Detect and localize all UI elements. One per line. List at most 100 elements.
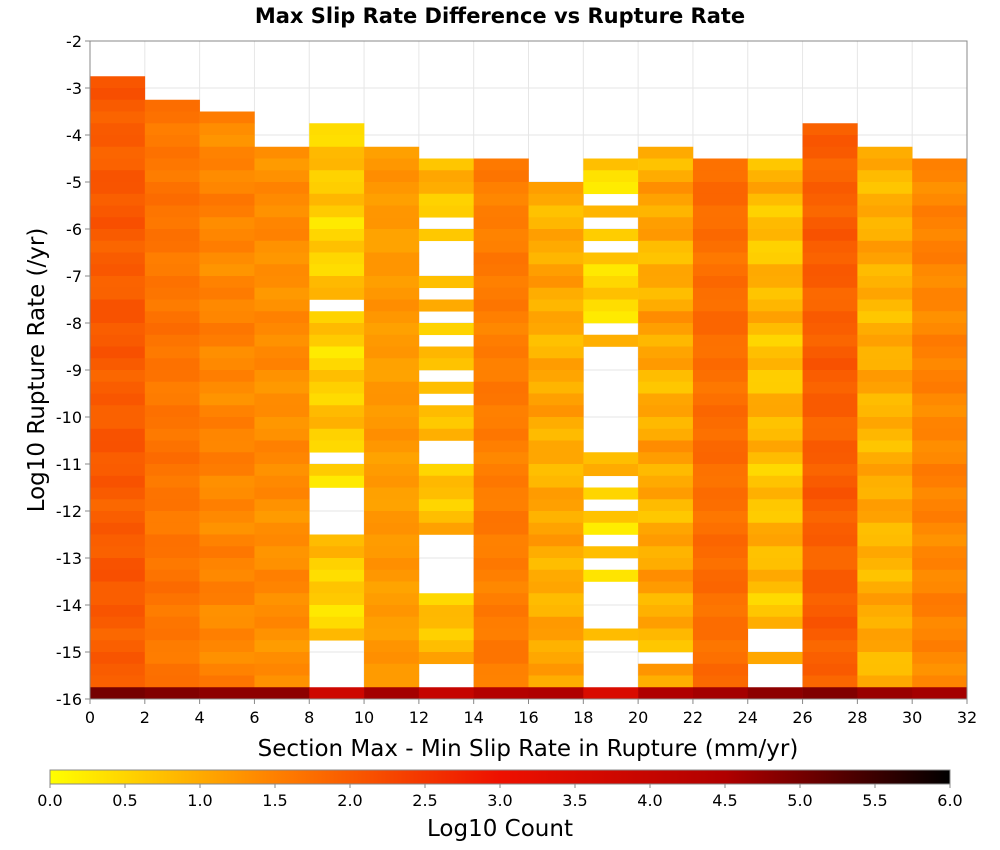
heatmap-cell <box>90 675 146 688</box>
heatmap-cell <box>473 276 529 289</box>
heatmap-cell <box>364 205 420 218</box>
heatmap-cell <box>254 334 310 347</box>
x-axis-ticks: 0 2 4 6 8 10 12 14 16 18 20 22 24 26 28 30 32 <box>85 699 977 727</box>
heatmap-cell <box>309 464 365 477</box>
heatmap-cell <box>309 628 365 641</box>
heatmap-cell <box>528 675 584 688</box>
heatmap-cell <box>364 675 420 688</box>
heatmap-cell <box>144 534 200 547</box>
heatmap-cell <box>638 558 694 571</box>
heatmap-cell <box>747 581 803 594</box>
heatmap-cell <box>473 511 529 524</box>
y-axis-label: Log10 Rupture Rate (/yr) <box>24 228 50 513</box>
heatmap-cell <box>473 323 529 336</box>
heatmap-cell <box>473 240 529 253</box>
heatmap-cell <box>912 499 968 512</box>
heatmap-cell <box>254 581 310 594</box>
heatmap-cell <box>747 299 803 312</box>
colorbar-tick-label: 1.5 <box>262 791 287 810</box>
heatmap-cell <box>254 287 310 300</box>
heatmap-cell <box>473 217 529 230</box>
heatmap-cell <box>254 229 310 242</box>
heatmap-cell <box>199 475 255 488</box>
heatmap-cell <box>90 487 146 500</box>
heatmap-cell <box>583 170 639 183</box>
heatmap-cell <box>309 381 365 394</box>
heatmap-cell <box>857 428 913 441</box>
heatmap-cell <box>364 217 420 230</box>
heatmap-cell <box>90 464 146 477</box>
heatmap-cell <box>912 405 968 418</box>
heatmap-cell <box>199 240 255 253</box>
heatmap-cell <box>528 628 584 641</box>
heatmap-cell <box>90 240 146 253</box>
heatmap-cell <box>309 405 365 418</box>
heatmap-cell <box>473 675 529 688</box>
heatmap-cell <box>254 440 310 453</box>
heatmap-cell <box>254 616 310 629</box>
heatmap-cell <box>144 569 200 582</box>
heatmap-cell <box>747 452 803 465</box>
heatmap-cell <box>912 205 968 218</box>
heatmap-cell <box>144 252 200 265</box>
heatmap-cell <box>638 158 694 171</box>
heatmap-cell <box>364 381 420 394</box>
heatmap-cell <box>364 652 420 665</box>
heatmap-cell <box>418 276 474 289</box>
heatmap-cell <box>309 158 365 171</box>
heatmap-cell <box>199 393 255 406</box>
heatmap-cell <box>254 323 310 336</box>
x-tick-label: 16 <box>518 708 538 727</box>
heatmap-cell <box>912 229 968 242</box>
heatmap-cell <box>144 464 200 477</box>
heatmap-cell <box>418 464 474 477</box>
heatmap-cell <box>90 170 146 183</box>
heatmap-cell <box>638 546 694 559</box>
heatmap-cell <box>747 182 803 195</box>
heatmap-cell <box>802 616 858 629</box>
heatmap-cell <box>418 158 474 171</box>
heatmap-cell <box>802 546 858 559</box>
heatmap-cell <box>638 334 694 347</box>
heatmap-cell <box>692 593 749 606</box>
heatmap-cell <box>747 546 803 559</box>
colorbar <box>49 769 951 785</box>
heatmap-cell <box>528 487 584 500</box>
x-tick-label: 32 <box>957 708 977 727</box>
heatmap-cell <box>692 158 749 171</box>
heatmap-cell <box>802 240 858 253</box>
heatmap-cell <box>638 393 694 406</box>
colorbar-tick-label: 2.5 <box>412 791 437 810</box>
x-tick-label: 12 <box>409 708 429 727</box>
heatmap-cell <box>254 381 310 394</box>
heatmap-cell <box>144 546 200 559</box>
heatmap-cell <box>583 182 639 195</box>
heatmap-cell <box>144 511 200 524</box>
heatmap-cell <box>144 99 200 112</box>
heatmap-cell-bottom <box>912 687 968 699</box>
heatmap-cell <box>199 146 255 159</box>
heatmap-cell <box>364 229 420 242</box>
heatmap-cell-bottom <box>254 687 310 699</box>
heatmap-cell <box>364 193 420 206</box>
heatmap-cell <box>912 652 968 665</box>
heatmap-cell <box>802 605 858 618</box>
heatmap-cell <box>747 311 803 324</box>
heatmap-cell <box>473 193 529 206</box>
heatmap-cell <box>144 358 200 371</box>
heatmap-cell <box>802 193 858 206</box>
heatmap-cell <box>309 393 365 406</box>
heatmap-cell <box>144 323 200 336</box>
heatmap-cell <box>254 405 310 418</box>
heatmap-cell <box>528 616 584 629</box>
heatmap-cell <box>364 393 420 406</box>
heatmap-cell <box>199 499 255 512</box>
heatmap-cell <box>254 464 310 477</box>
heatmap-cell <box>254 452 310 465</box>
heatmap-cell <box>364 605 420 618</box>
heatmap-cell <box>802 158 858 171</box>
heatmap-cell <box>857 240 913 253</box>
x-tick-label: 8 <box>304 708 314 727</box>
heatmap-cell <box>254 170 310 183</box>
heatmap-cell <box>144 499 200 512</box>
